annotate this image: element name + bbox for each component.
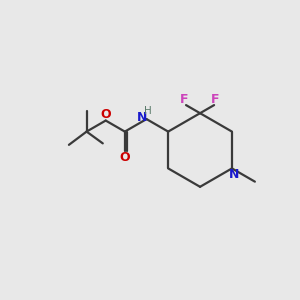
Text: H: H [143,106,151,116]
Text: F: F [180,93,189,106]
Text: O: O [119,151,130,164]
Text: F: F [211,93,220,106]
Text: O: O [100,108,111,121]
Text: N: N [137,111,147,124]
Text: N: N [229,168,239,182]
